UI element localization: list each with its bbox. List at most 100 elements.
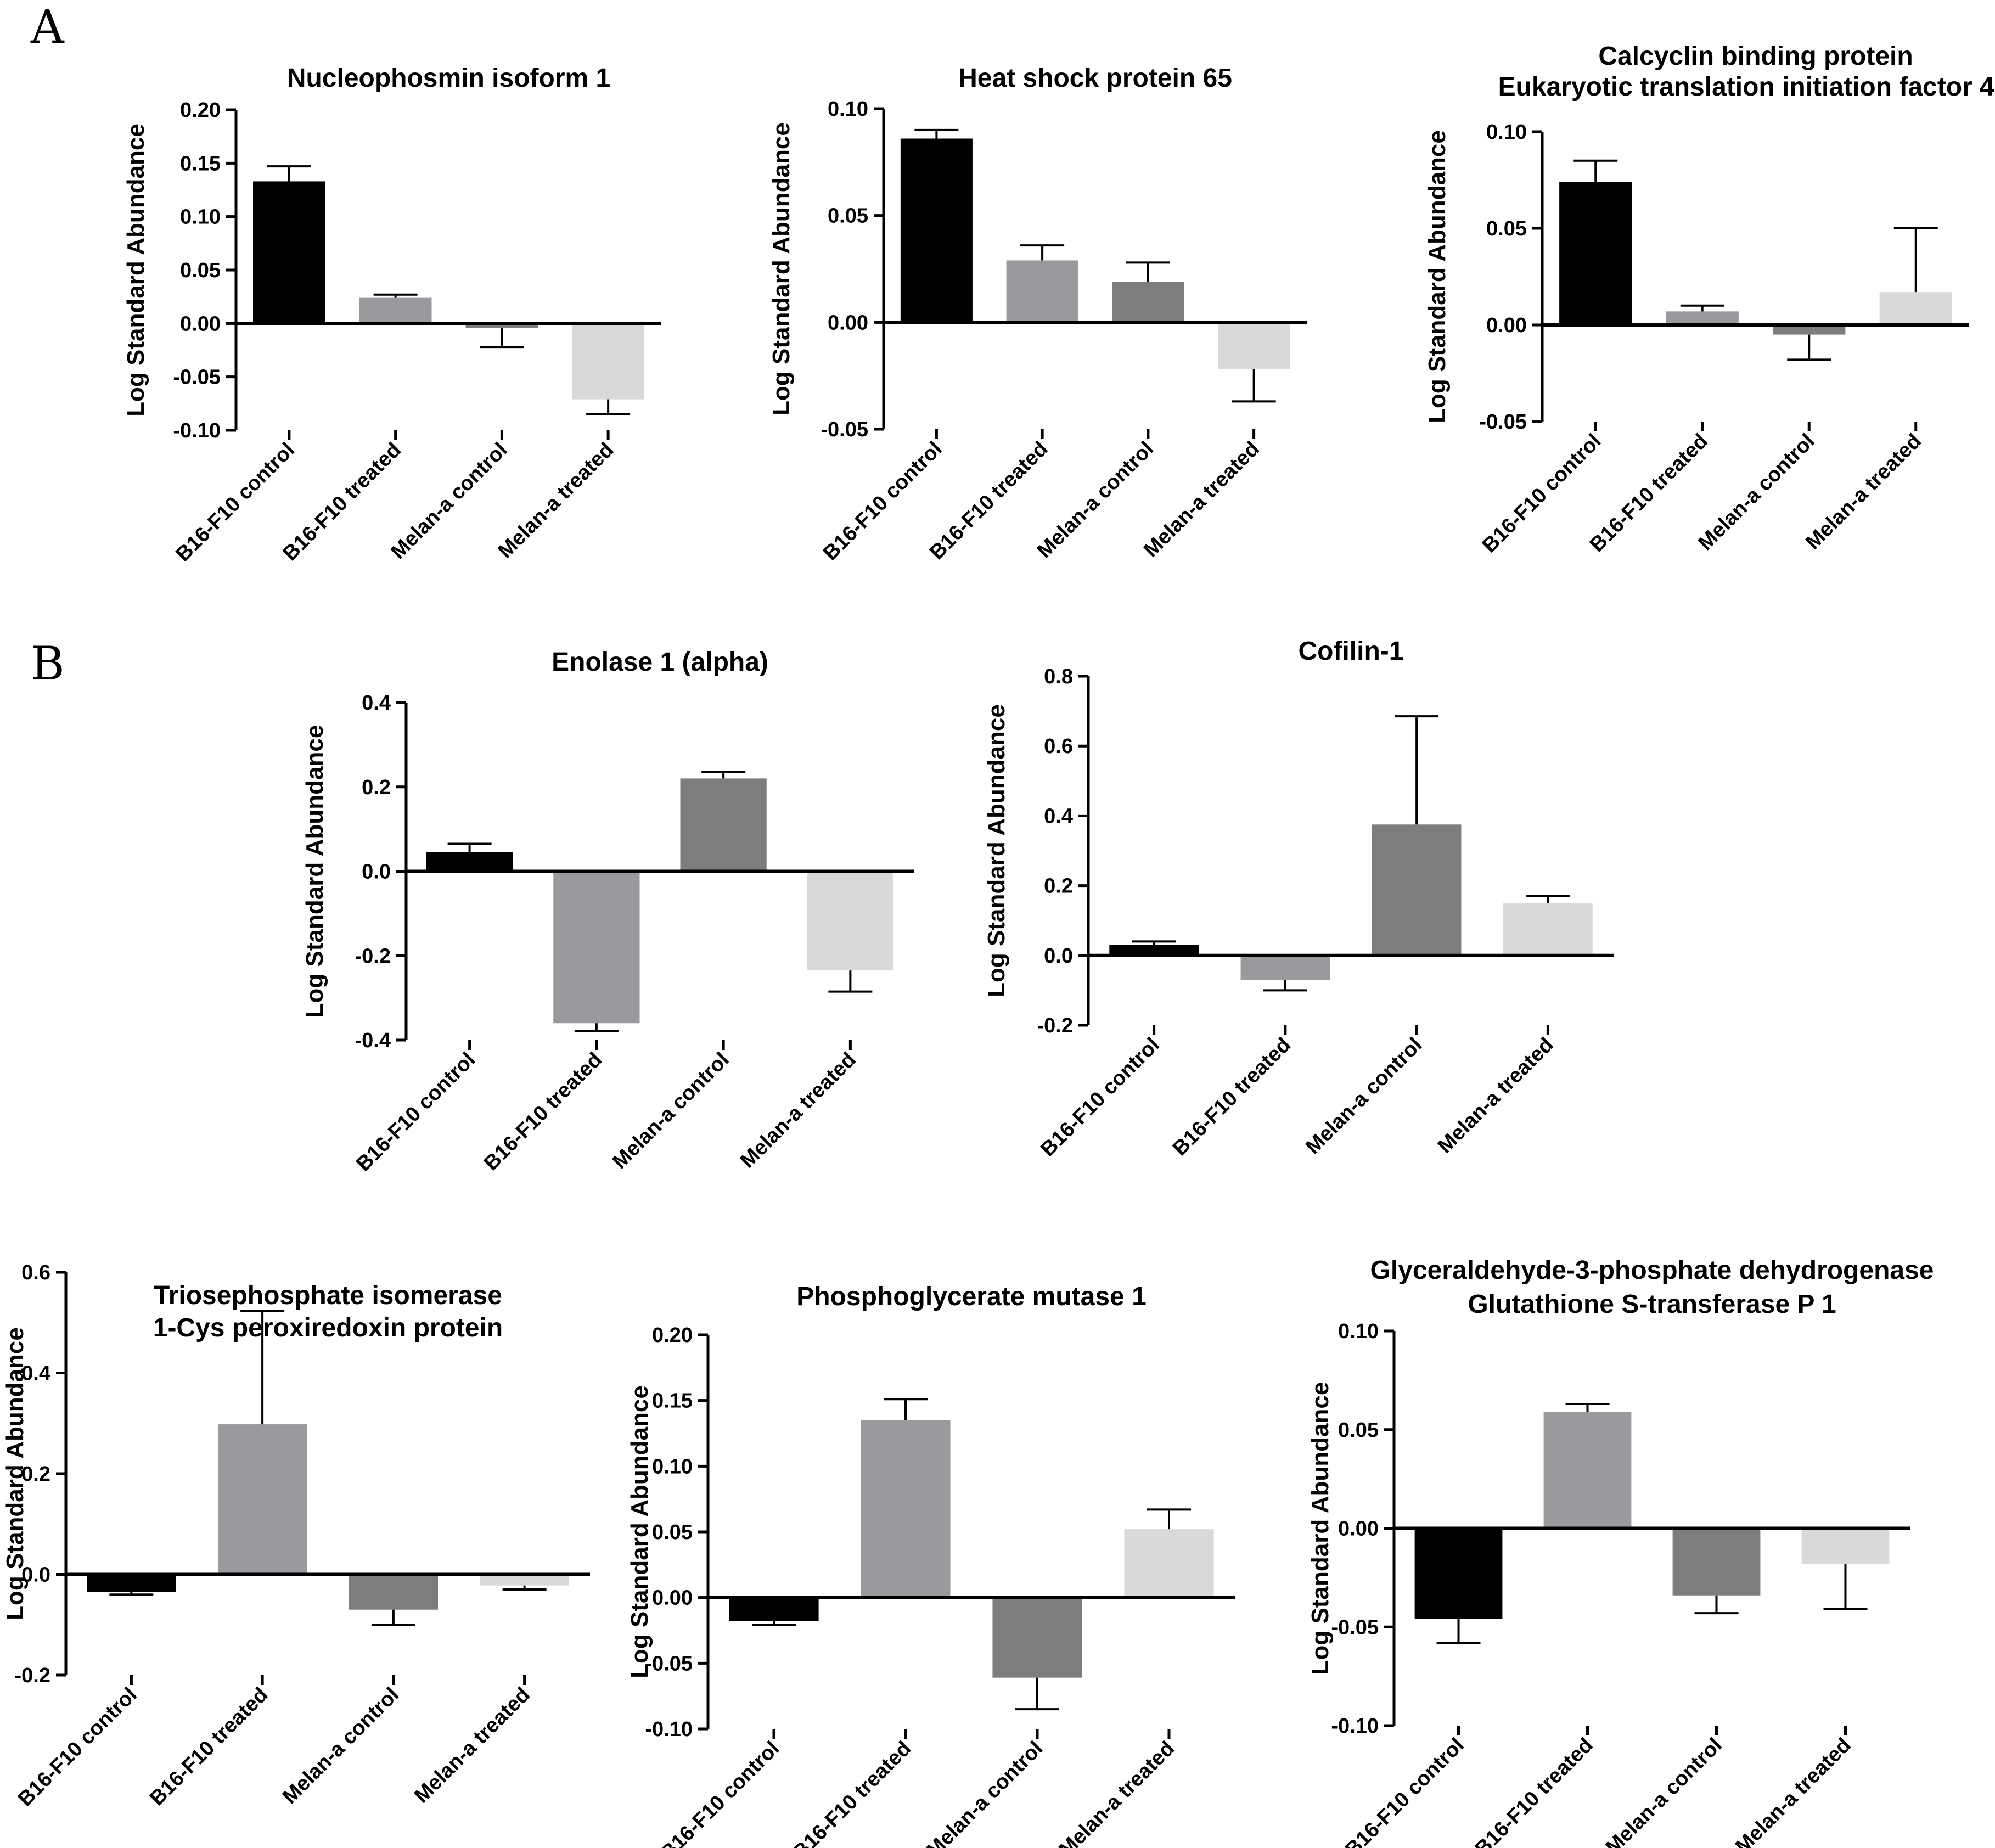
chart-1: Nucleophosmin isoform 1 Log Standard Abun… — [122, 64, 661, 566]
charts-group: Nucleophosmin isoform 1 Log Standard Abun… — [2, 42, 1995, 1848]
y-axis-label: Log Standard Abundance — [983, 704, 1010, 997]
bar-melan-a-control — [1372, 824, 1462, 956]
x-tick-label: B16-F10 control — [1341, 1734, 1469, 1848]
bar-b16-f10-control — [1559, 182, 1632, 325]
y-tick-label: 0.2 — [21, 1463, 50, 1486]
x-tick-label: B16-F10 control — [352, 1048, 480, 1176]
y-tick-label: -0.10 — [645, 1718, 693, 1741]
y-tick-label: 0.0 — [1044, 945, 1073, 968]
y-tick-label: 0.00 — [1338, 1518, 1379, 1541]
x-tick-label: Melan-a treated — [1139, 437, 1264, 562]
y-tick-label: -0.2 — [1037, 1014, 1073, 1037]
x-tick-label: Melan-a control — [922, 1737, 1047, 1848]
bar-melan-a-treated — [1879, 292, 1952, 325]
x-tick-label: Melan-a control — [1033, 437, 1158, 563]
bar-melan-a-control — [349, 1574, 439, 1610]
y-axis-label: Log Standard Abundance — [122, 123, 149, 417]
bar-melan-a-treated — [1124, 1529, 1214, 1598]
y-tick-label: 0.10 — [1338, 1320, 1379, 1343]
y-tick-label: 0.05 — [180, 259, 221, 282]
y-tick-label: -0.2 — [15, 1664, 50, 1687]
chart-title: Nucleophosmin isoform 1 — [287, 64, 610, 93]
y-tick-label: 0.10 — [180, 206, 221, 229]
x-tick-label: Melan-a treated — [1055, 1737, 1179, 1848]
y-tick-label: 0.0 — [21, 1564, 50, 1587]
x-tick-label: B16-F10 control — [656, 1737, 784, 1848]
chart-title: Eukaryotic translation initiation factor… — [1498, 72, 1995, 102]
x-tick-label: Melan-a control — [608, 1048, 733, 1173]
y-tick-label: 0.15 — [180, 152, 221, 175]
chart-title: Phosphoglycerate mutase 1 — [796, 1282, 1147, 1311]
y-tick-label: 0.05 — [1486, 217, 1527, 240]
bar-melan-a-treated — [1218, 322, 1290, 369]
y-tick-label: 0.4 — [362, 692, 391, 715]
y-tick-label: 0.10 — [828, 98, 868, 121]
y-tick-label: 0.10 — [1486, 121, 1527, 144]
x-tick-label: B16-F10 treated — [789, 1737, 915, 1848]
x-tick-label: Melan-a treated — [410, 1683, 535, 1808]
bar-b16-f10-treated — [553, 871, 640, 1024]
x-tick-label: B16-F10 treated — [480, 1048, 606, 1175]
x-tick-label: Melan-a control — [1601, 1734, 1727, 1848]
x-tick-label: B16-F10 control — [1478, 430, 1606, 558]
y-tick-label: 0.05 — [652, 1521, 693, 1544]
bar-melan-a-control — [680, 778, 767, 872]
bar-melan-a-treated — [1503, 903, 1593, 956]
y-axis-label: Log Standard Abundance — [1424, 130, 1451, 423]
bar-b16-f10-treated — [359, 297, 432, 324]
bar-b16-f10-control — [87, 1574, 176, 1592]
y-tick-label: 0.00 — [652, 1587, 693, 1610]
panel-letter-b: B — [31, 637, 65, 690]
chart-title: 1-Cys peroxiredoxin protein — [153, 1313, 503, 1343]
chart-title: Glyceraldehyde-3-phosphate dehydrogenase — [1370, 1256, 1934, 1285]
x-tick-label: Melan-a treated — [1801, 430, 1926, 554]
chart-title: Triosephosphate isomerase — [154, 1281, 502, 1310]
y-tick-label: -0.4 — [355, 1029, 391, 1052]
x-tick-label: B16-F10 control — [1036, 1033, 1164, 1161]
chart-title: Calcyclin binding protein — [1598, 42, 1913, 71]
bar-b16-f10-control — [426, 852, 513, 872]
bar-melan-a-control — [1672, 1528, 1761, 1596]
panel-letter-a: A — [30, 0, 65, 54]
bar-melan-a-control — [1112, 282, 1184, 323]
chart-title: Glutathione S-transferase P 1 — [1468, 1290, 1836, 1319]
chart-6: Triosephosphate isomerase 1-Cys peroxired… — [2, 1261, 590, 1811]
y-axis-label: Log Standard Abundance — [768, 122, 795, 415]
y-tick-label: 0.2 — [1044, 875, 1073, 898]
y-tick-label: 0.15 — [652, 1390, 693, 1413]
y-axis-label: Log Standard Abundance — [2, 1327, 29, 1620]
bar-b16-f10-treated — [1240, 955, 1330, 980]
bar-b16-f10-control — [1414, 1528, 1503, 1619]
bar-melan-a-control — [992, 1597, 1082, 1678]
y-tick-label: 0.20 — [180, 99, 221, 122]
y-tick-label: -0.05 — [645, 1652, 693, 1675]
y-tick-label: 0.00 — [1486, 314, 1527, 337]
chart-2: Heat shock protein 65 Log Standard Abunda… — [768, 64, 1307, 565]
bar-melan-a-treated — [480, 1574, 569, 1586]
y-tick-label: -0.05 — [1331, 1616, 1379, 1639]
y-tick-label: 0.10 — [652, 1455, 693, 1478]
bar-melan-a-control — [465, 323, 538, 328]
y-axis-label: Log Standard Abundance — [1307, 1382, 1334, 1675]
x-tick-label: Melan-a control — [1694, 430, 1819, 555]
chart-7: Phosphoglycerate mutase 1 Log Standard Ab… — [626, 1282, 1235, 1848]
bar-melan-a-control — [1773, 325, 1846, 335]
bar-b16-f10-treated — [1006, 260, 1078, 323]
bar-b16-f10-treated — [861, 1420, 951, 1598]
x-tick-label: Melan-a control — [278, 1683, 403, 1808]
chart-title: Cofilin-1 — [1299, 637, 1404, 666]
x-tick-label: B16-F10 treated — [145, 1683, 272, 1810]
y-tick-label: -0.10 — [173, 419, 221, 442]
y-tick-label: -0.05 — [821, 418, 868, 441]
bar-b16-f10-control — [900, 138, 973, 323]
chart-title: Enolase 1 (alpha) — [552, 648, 768, 677]
y-tick-label: -0.05 — [173, 366, 221, 389]
y-tick-label: 0.8 — [1044, 665, 1073, 688]
x-tick-label: Melan-a treated — [1731, 1734, 1856, 1848]
bar-b16-f10-control — [1109, 945, 1199, 956]
bar-melan-a-treated — [572, 323, 644, 400]
x-tick-label: Melan-a treated — [736, 1048, 861, 1173]
y-tick-label: 0.4 — [21, 1362, 50, 1385]
